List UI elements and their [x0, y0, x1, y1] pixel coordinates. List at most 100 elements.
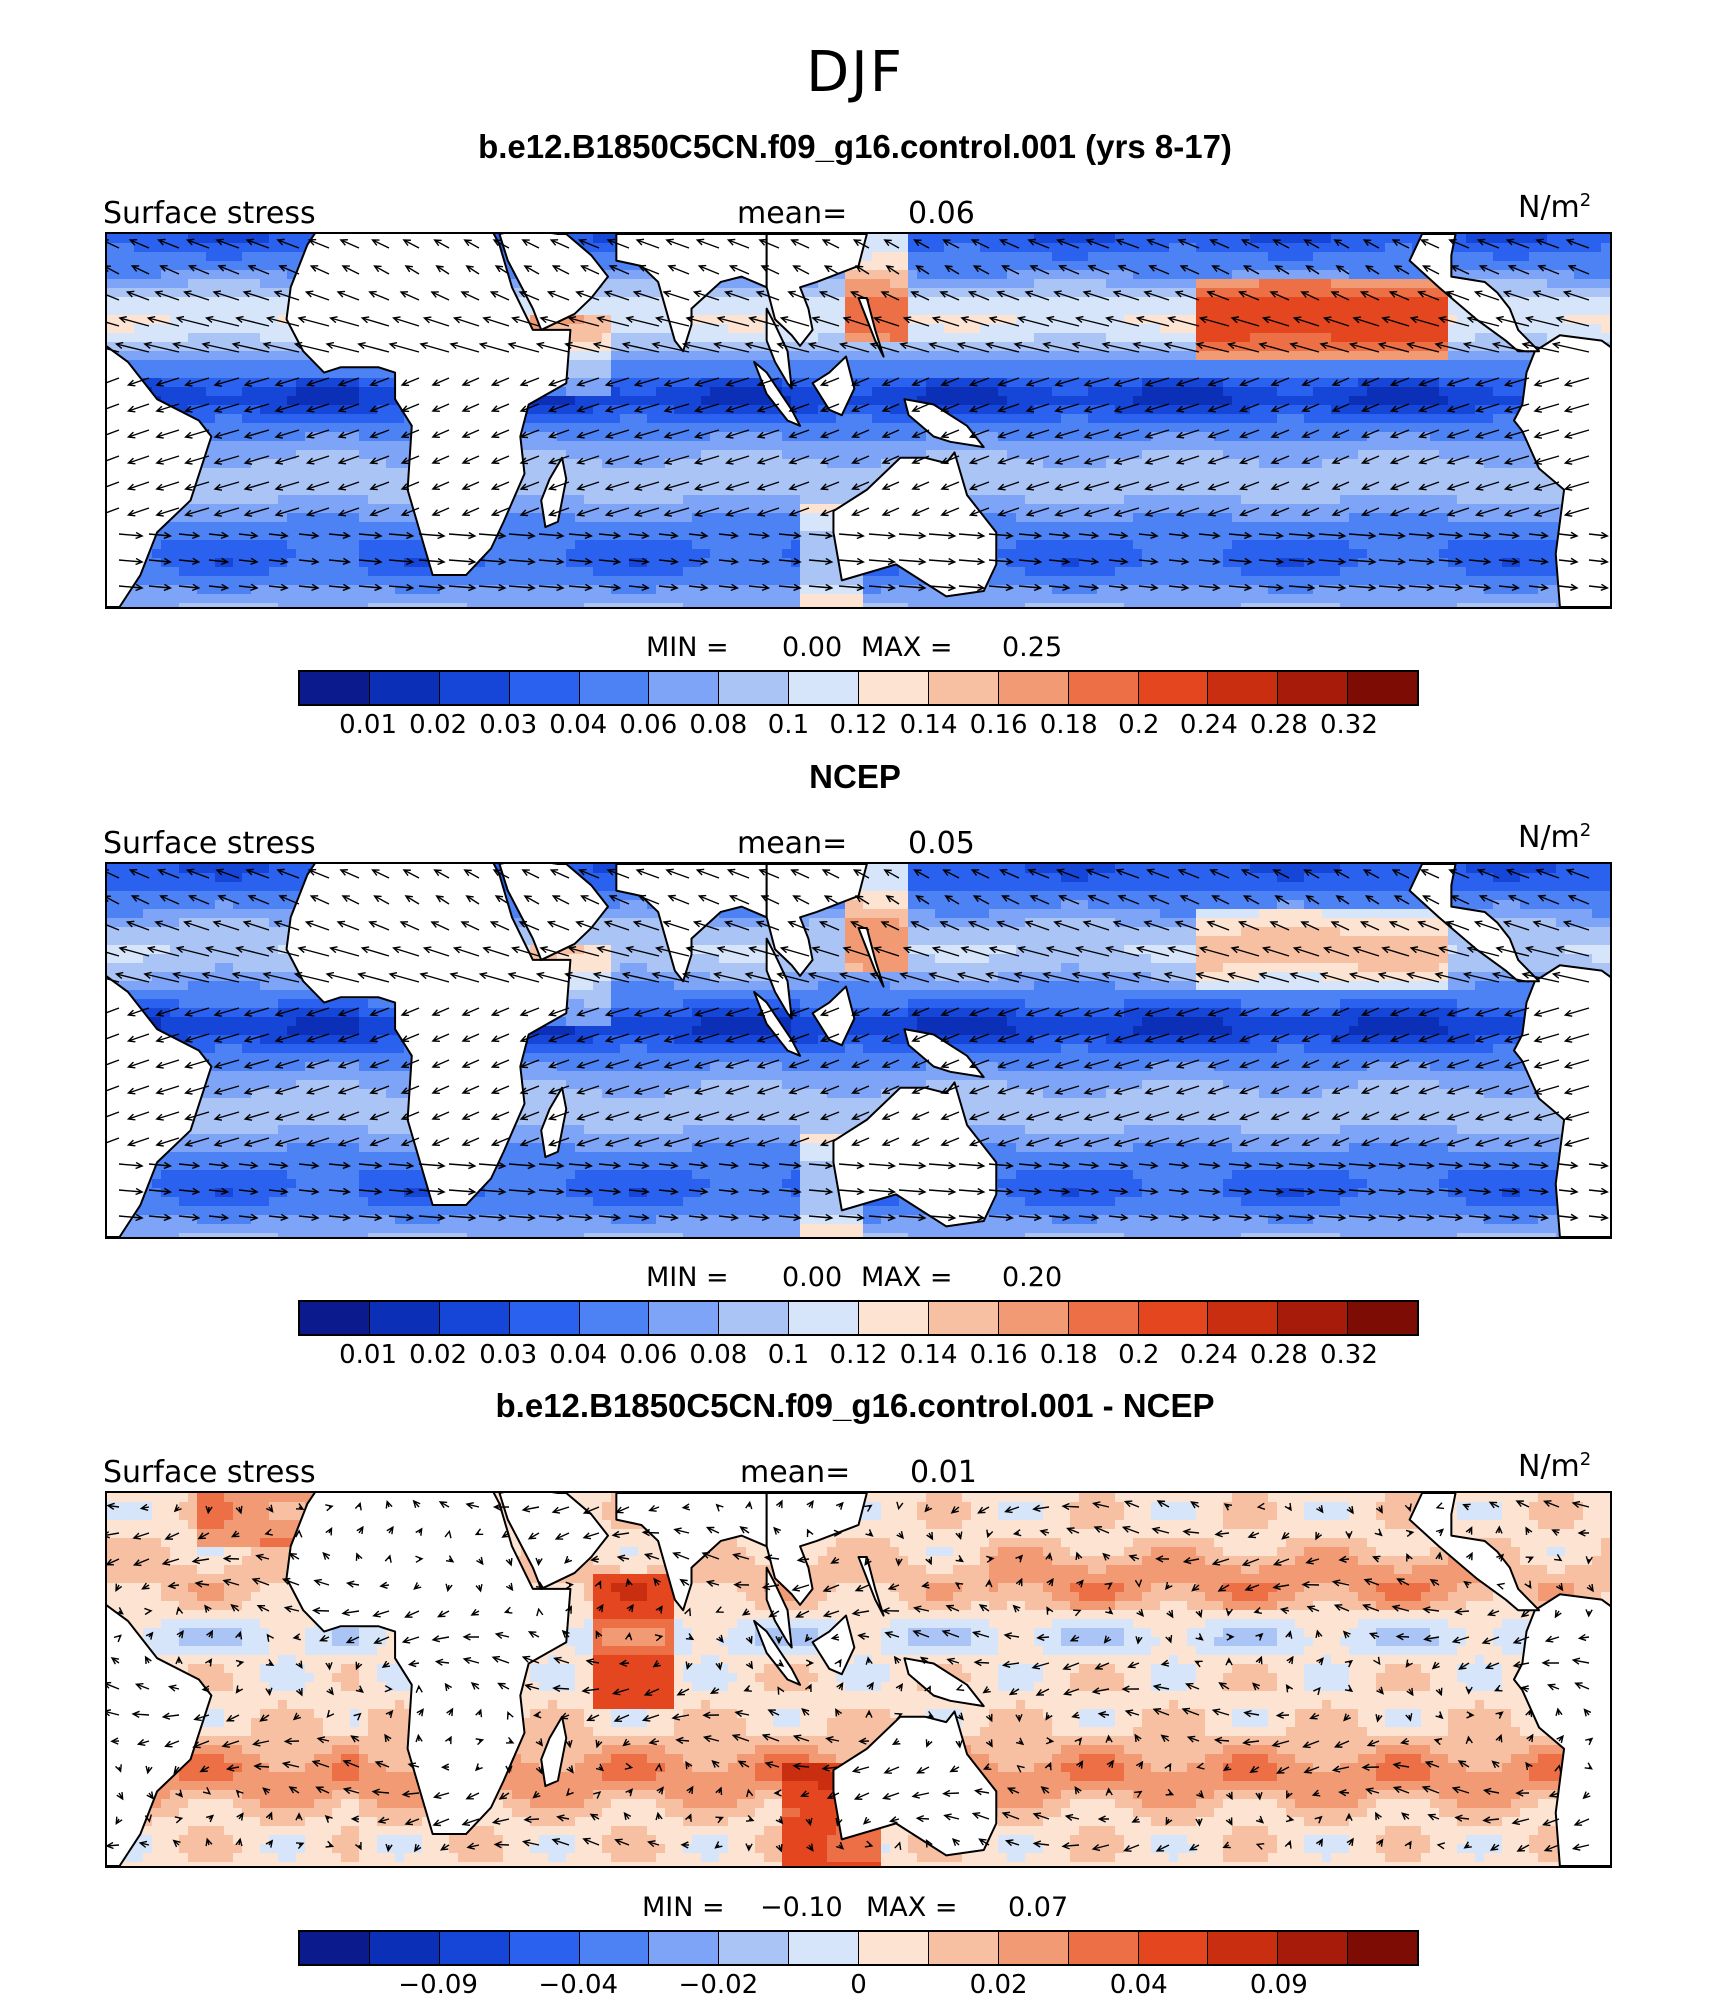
colorbar-tick-label: 0.03 [479, 710, 537, 740]
panel-3-mean-label: mean= [740, 1455, 850, 1490]
colorbar-swatch [509, 1932, 580, 1964]
colorbar-swatch [928, 1932, 999, 1964]
colorbar-tick-label: 0.2 [1118, 1340, 1159, 1370]
colorbar-swatch [369, 1302, 440, 1334]
panel-2-variable-label: Surface stress [103, 826, 316, 861]
colorbar-swatch [1068, 1302, 1139, 1334]
colorbar-swatch [1138, 1932, 1209, 1964]
colorbar-tick-label: 0.06 [619, 710, 677, 740]
colorbar-tick-label: 0.04 [549, 1340, 607, 1370]
panel-3-colorbar [298, 1930, 1419, 1966]
colorbar-tick-label: 0.28 [1250, 710, 1308, 740]
colorbar-swatch [998, 1932, 1069, 1964]
colorbar-swatch [369, 672, 440, 704]
colorbar-swatch [1068, 672, 1139, 704]
panel-2-colorbar [298, 1300, 1419, 1336]
colorbar-swatch [1348, 1302, 1417, 1334]
panel-1-title: b.e12.B1850C5CN.f09_g16.control.001 (yrs… [0, 128, 1710, 166]
colorbar-swatch [1348, 1932, 1417, 1964]
panel-3-min-label: MIN = [642, 1892, 725, 1923]
colorbar-tick-label: 0.02 [409, 1340, 467, 1370]
colorbar-tick-label: 0.01 [339, 1340, 397, 1370]
colorbar-swatch [859, 672, 929, 704]
colorbar-swatch [1278, 1932, 1349, 1964]
colorbar-tick-label: 0.24 [1180, 710, 1238, 740]
panel-2-min-label: MIN = [646, 1262, 729, 1293]
colorbar-tick-label: 0.14 [900, 710, 958, 740]
panel-3-max-label: MAX = [866, 1892, 957, 1923]
colorbar-swatch [719, 1302, 790, 1334]
panel-3-max-value: 0.07 [1008, 1892, 1068, 1923]
colorbar-swatch [1208, 672, 1279, 704]
colorbar-swatch [1138, 1302, 1209, 1334]
colorbar-tick-label: 0.1 [768, 1340, 809, 1370]
colorbar-swatch [1138, 672, 1209, 704]
colorbar-swatch [928, 672, 999, 704]
stress-vectors [107, 1499, 1594, 1853]
panel-2-mean-value: 0.05 [908, 826, 975, 861]
panel-2-map [105, 862, 1612, 1239]
colorbar-swatch [1278, 1302, 1349, 1334]
colorbar-swatch [719, 672, 790, 704]
colorbar-swatch [789, 672, 859, 704]
colorbar-tick-label: 0.04 [1110, 1970, 1168, 2000]
colorbar-tick-label: −0.04 [538, 1970, 618, 2000]
panel-3-colorbar-ticks: −0.09 −0.04 −0.02 0 0.02 0.04 0.09 [298, 1970, 1419, 2000]
colorbar-swatch [1068, 1932, 1139, 1964]
colorbar-tick-label: 0.18 [1040, 1340, 1098, 1370]
panel-2-max-value: 0.20 [1002, 1262, 1062, 1293]
colorbar-swatch [369, 1932, 440, 1964]
colorbar-tick-label: 0.08 [689, 1340, 747, 1370]
panel-2-title: NCEP [0, 758, 1710, 796]
colorbar-tick-label: 0.1 [768, 710, 809, 740]
colorbar-swatch [649, 1932, 720, 1964]
panel-1-units: N/m2 [1518, 190, 1591, 225]
panel-1-colorbar [298, 670, 1419, 706]
panel-2-colorbar-ticks: 0.01 0.02 0.03 0.04 0.06 0.08 0.1 0.12 0.14 0.16 0… [298, 1340, 1419, 1370]
colorbar-tick-label: 0.16 [970, 710, 1028, 740]
colorbar-tick-label: 0.08 [689, 710, 747, 740]
colorbar-swatch [789, 1932, 859, 1964]
colorbar-swatch [719, 1932, 790, 1964]
stress-vectors [107, 868, 1609, 1222]
panel-1-mean-value: 0.06 [908, 196, 975, 231]
colorbar-swatch [300, 1302, 370, 1334]
colorbar-tick-label: 0.02 [970, 1970, 1028, 2000]
colorbar-tick-label: 0.28 [1250, 1340, 1308, 1370]
colorbar-tick-label: 0.12 [830, 710, 888, 740]
panel-1-variable-label: Surface stress [103, 196, 316, 231]
colorbar-swatch [300, 672, 370, 704]
stress-vectors [107, 238, 1609, 592]
panel-1-min-value: 0.00 [782, 632, 842, 663]
colorbar-tick-label: 0.04 [549, 710, 607, 740]
figure-title: DJF [0, 40, 1710, 105]
colorbar-swatch [579, 672, 650, 704]
panel-1-max-label: MAX = [861, 632, 952, 663]
colorbar-tick-label: 0.32 [1320, 710, 1378, 740]
colorbar-tick-label: −0.02 [679, 1970, 759, 2000]
colorbar-swatch [509, 1302, 580, 1334]
colorbar-swatch [439, 1302, 510, 1334]
colorbar-swatch [928, 1302, 999, 1334]
panel-1-max-value: 0.25 [1002, 632, 1062, 663]
colorbar-swatch [859, 1932, 929, 1964]
colorbar-tick-label: 0.03 [479, 1340, 537, 1370]
colorbar-swatch [649, 672, 720, 704]
colorbar-swatch [1278, 672, 1349, 704]
panel-3-title: b.e12.B1850C5CN.f09_g16.control.001 - NC… [0, 1387, 1710, 1425]
colorbar-swatch [509, 672, 580, 704]
panel-3-variable-label: Surface stress [103, 1455, 316, 1490]
panel-2-units: N/m2 [1518, 820, 1591, 855]
colorbar-swatch [1208, 1302, 1279, 1334]
continents [107, 234, 1610, 607]
colorbar-tick-label: 0.09 [1250, 1970, 1308, 2000]
colorbar-tick-label: 0.24 [1180, 1340, 1238, 1370]
panel-1-min-label: MIN = [646, 632, 729, 663]
colorbar-tick-label: 0.12 [830, 1340, 888, 1370]
colorbar-swatch [649, 1302, 720, 1334]
colorbar-swatch [1208, 1932, 1279, 1964]
colorbar-swatch [579, 1302, 650, 1334]
panel-1-mean-label: mean= [737, 196, 847, 231]
colorbar-swatch [998, 672, 1069, 704]
